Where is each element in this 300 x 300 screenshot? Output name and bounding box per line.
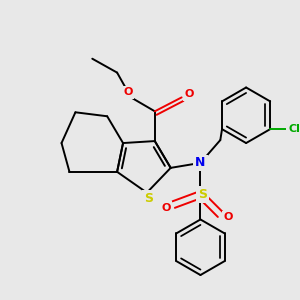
Text: O: O [224, 212, 233, 223]
Text: O: O [123, 87, 133, 98]
Text: O: O [161, 202, 170, 213]
Text: S: S [198, 188, 207, 201]
Text: O: O [185, 89, 194, 99]
Text: N: N [195, 156, 206, 170]
Text: S: S [144, 192, 153, 205]
Text: Cl: Cl [288, 124, 300, 134]
